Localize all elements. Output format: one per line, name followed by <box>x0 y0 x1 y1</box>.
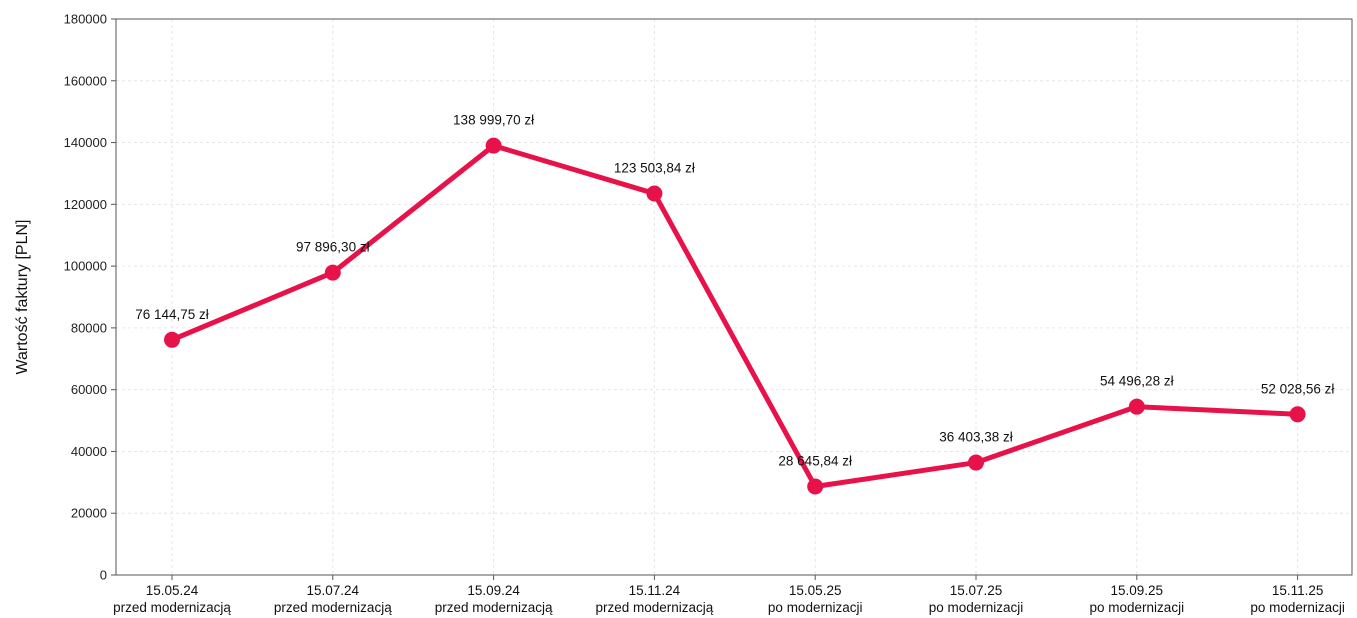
data-point <box>646 185 663 202</box>
x-tick-date: 15.05.25 <box>789 583 842 598</box>
data-labels: 76 144,75 zł 97 896,30 zł 138 999,70 zł 123… <box>135 113 1334 469</box>
data-point <box>1289 406 1306 423</box>
data-label: 36 403,38 zł <box>939 430 1013 445</box>
data-point <box>324 264 341 281</box>
y-axis-ticks: 0 20000 40000 60000 80000 100000 120000 140000 1… <box>64 12 116 583</box>
x-tick-date: 15.09.24 <box>467 583 520 598</box>
data-point <box>1128 398 1145 415</box>
x-tick-phase: przed modernizacją <box>435 600 553 615</box>
x-tick-phase: po modernizacji <box>1090 600 1185 615</box>
x-tick-date: 15.09.25 <box>1111 583 1164 598</box>
y-tick-label: 160000 <box>64 73 107 88</box>
x-tick-phase: po modernizacji <box>768 600 863 615</box>
x-tick-date: 15.07.24 <box>307 583 360 598</box>
grid <box>116 19 1352 575</box>
data-label: 123 503,84 zł <box>614 161 695 176</box>
x-tick-phase: przed modernizacją <box>595 600 713 615</box>
data-label: 28 645,84 zł <box>778 454 852 469</box>
x-tick-phase: po modernizacji <box>929 600 1024 615</box>
x-tick-date: 15.11.24 <box>629 583 681 598</box>
data-label: 52 028,56 zł <box>1261 381 1335 396</box>
series-line <box>169 143 1301 490</box>
data-points <box>164 137 1306 495</box>
y-axis-title: Wartość faktury [PLN] <box>14 220 31 375</box>
data-point <box>164 331 180 348</box>
data-label: 97 896,30 zł <box>296 240 370 255</box>
data-label: 54 496,28 zł <box>1100 374 1174 389</box>
y-tick-label: 0 <box>100 568 107 583</box>
y-tick-label: 180000 <box>64 12 107 27</box>
x-tick-phase: po modernizacji <box>1250 600 1345 615</box>
y-tick-label: 140000 <box>64 135 107 150</box>
y-tick-label: 40000 <box>71 444 107 459</box>
x-tick-phase: przed modernizacją <box>113 600 231 615</box>
x-tick-date: 15.07.25 <box>950 583 1003 598</box>
x-tick-date: 15.11.25 <box>1272 583 1324 598</box>
data-point <box>968 454 984 471</box>
y-tick-label: 20000 <box>71 506 107 521</box>
x-axis-ticks: 15.05.24 przed modernizacją 15.07.24 przed … <box>113 575 1345 615</box>
y-tick-label: 100000 <box>64 259 107 274</box>
y-tick-label: 80000 <box>71 320 107 335</box>
data-point <box>807 478 824 495</box>
x-tick-phase: przed modernizacją <box>274 600 392 615</box>
plot-frame <box>115 18 1353 576</box>
y-tick-label: 120000 <box>64 197 107 212</box>
data-label: 138 999,70 zł <box>453 113 534 128</box>
x-tick-date: 15.05.24 <box>146 583 199 598</box>
data-point <box>485 137 502 154</box>
y-tick-label: 60000 <box>71 382 107 397</box>
data-label: 76 144,75 zł <box>135 307 209 322</box>
